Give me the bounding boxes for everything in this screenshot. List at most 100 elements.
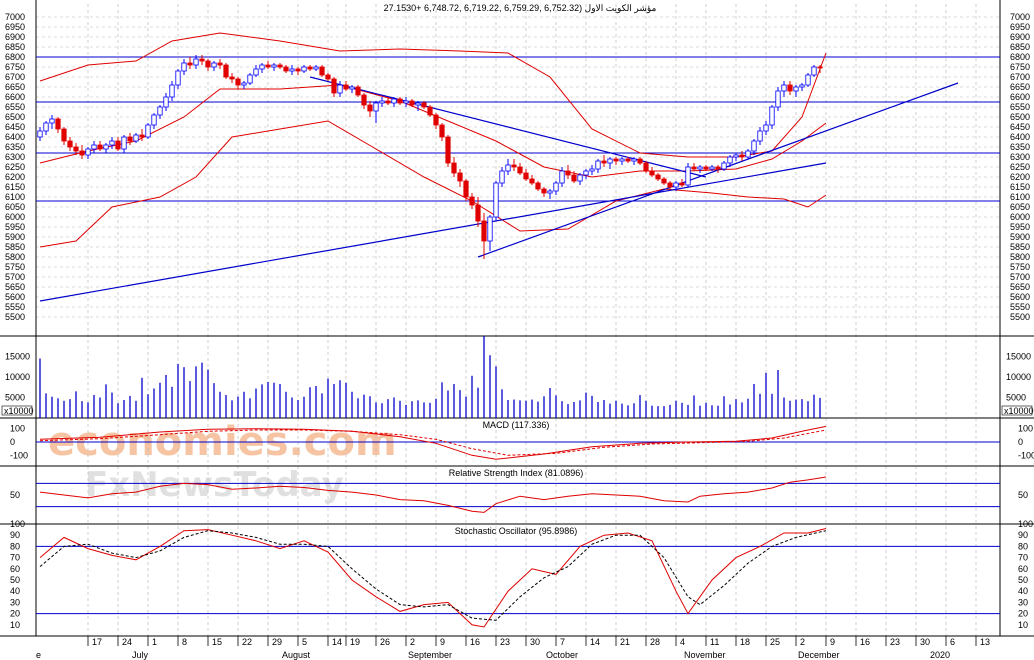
y-tick-label-left: 5650 xyxy=(5,282,25,292)
stochastic-d-line xyxy=(39,530,827,621)
y-tick-label-right: 6300 xyxy=(1010,152,1030,162)
indicator-tick-left: 70 xyxy=(10,553,20,563)
indicator-tick-right: 30 xyxy=(1018,597,1028,607)
y-tick-label-left: 6750 xyxy=(5,62,25,72)
x-tick-label: 4 xyxy=(680,637,685,647)
candle-body xyxy=(709,166,715,170)
volume-unit-left: x10000 xyxy=(4,406,34,416)
watermark-fxnewstoday: FxNewsToday xyxy=(85,465,344,505)
candle-body xyxy=(679,182,685,186)
x-tick-label: 23 xyxy=(890,637,900,647)
candle-body xyxy=(307,66,313,70)
candle-body xyxy=(739,154,745,158)
candle-body xyxy=(793,86,799,92)
indicator-tick-right: 0 xyxy=(1018,437,1023,447)
y-tick-label-left: 5950 xyxy=(5,222,25,232)
x-tick-label: 8 xyxy=(182,637,187,647)
candle-body xyxy=(235,78,241,86)
candle-body xyxy=(79,150,85,156)
candle-body xyxy=(673,182,679,188)
chart-title: مؤشر الكويت الاول (6,752.32 ,6,759.29 ,6… xyxy=(384,3,657,14)
x-tick-label: 18 xyxy=(740,637,750,647)
trend-line xyxy=(39,162,827,302)
candle-body xyxy=(73,146,79,152)
y-tick-label-right: 5600 xyxy=(1010,292,1030,302)
candle-body xyxy=(799,84,805,88)
candle-body xyxy=(127,136,133,142)
y-tick-label-left: 6400 xyxy=(5,132,25,142)
candle-body xyxy=(259,64,265,70)
indicator-tick-left: 80 xyxy=(10,541,20,551)
y-tick-label-left: 5900 xyxy=(5,232,25,242)
macd-signal-line xyxy=(39,429,827,456)
candle-body xyxy=(295,68,301,72)
indicator-tick-right: 70 xyxy=(1018,553,1028,563)
y-tick-label-right: 5650 xyxy=(1010,282,1030,292)
candle-body xyxy=(367,104,373,112)
candle-body xyxy=(511,164,517,168)
month-label: November xyxy=(684,650,726,660)
candle-body xyxy=(637,158,643,164)
y-tick-label-right: 5950 xyxy=(1010,222,1030,232)
x-tick-label: 15 xyxy=(212,637,222,647)
x-tick-label: 11 xyxy=(710,637,719,647)
candle-body xyxy=(97,144,103,150)
x-tick-label: 17 xyxy=(92,637,102,647)
y-tick-label-left: 6500 xyxy=(5,112,25,122)
candle-body xyxy=(43,122,49,132)
x-tick-label: 22 xyxy=(242,637,252,647)
candle-body xyxy=(277,64,283,68)
y-tick-label-left: 5500 xyxy=(5,312,25,322)
candle-body xyxy=(565,170,571,176)
candle-body xyxy=(631,158,637,162)
indicator-tick-left: 100 xyxy=(10,424,25,434)
indicator-tick-right: 10 xyxy=(1018,620,1028,630)
y-tick-label-right: 6050 xyxy=(1010,202,1030,212)
candle-body xyxy=(397,98,403,104)
candle-body xyxy=(487,216,493,242)
candle-body xyxy=(643,162,649,172)
x-tick-label: 5 xyxy=(302,637,307,647)
candle-body xyxy=(283,66,289,72)
candle-body xyxy=(505,164,511,172)
y-tick-label-right: 7000 xyxy=(1010,12,1030,22)
indicator-tick-right: 50 xyxy=(1018,575,1028,585)
volume-tick-left: 5000 xyxy=(5,393,25,403)
y-tick-label-left: 7000 xyxy=(5,12,25,22)
indicator-tick-left: 100 xyxy=(10,519,25,529)
candle-body xyxy=(445,136,451,164)
candle-body xyxy=(661,178,667,184)
y-tick-label-right: 5500 xyxy=(1010,312,1030,322)
y-tick-label-left: 6850 xyxy=(5,42,25,52)
y-tick-label-right: 6000 xyxy=(1010,212,1030,222)
candle-body xyxy=(625,158,631,162)
candle-body xyxy=(181,62,187,72)
candle-body xyxy=(595,160,601,170)
candle-body xyxy=(391,98,397,104)
indicator-tick-left: 40 xyxy=(10,586,20,596)
y-tick-label-right: 6200 xyxy=(1010,172,1030,182)
indicator-tick-right: 80 xyxy=(1018,541,1028,551)
candle-body xyxy=(433,114,439,126)
candle-body xyxy=(517,166,523,174)
indicator-tick-right: 50 xyxy=(1018,490,1028,500)
candle-body xyxy=(691,166,697,170)
y-tick-label-left: 6050 xyxy=(5,202,25,212)
candle-body xyxy=(193,58,199,66)
candle-body xyxy=(535,182,541,190)
indicator-tick-right: 20 xyxy=(1018,609,1028,619)
y-tick-label-right: 6150 xyxy=(1010,182,1030,192)
candle-body xyxy=(133,134,139,142)
candle-body xyxy=(211,62,217,68)
volume-tick-left: 10000 xyxy=(5,372,30,382)
volume-unit-box-right xyxy=(1001,405,1033,416)
candle-body xyxy=(499,170,505,184)
candle-body xyxy=(409,100,415,106)
y-tick-label-left: 5800 xyxy=(5,252,25,262)
month-label: July xyxy=(132,650,149,660)
y-tick-label-right: 5550 xyxy=(1010,302,1030,312)
y-tick-label-left: 5600 xyxy=(5,292,25,302)
y-tick-label-left: 5750 xyxy=(5,262,25,272)
candle-body xyxy=(403,100,409,104)
candle-body xyxy=(817,66,823,69)
